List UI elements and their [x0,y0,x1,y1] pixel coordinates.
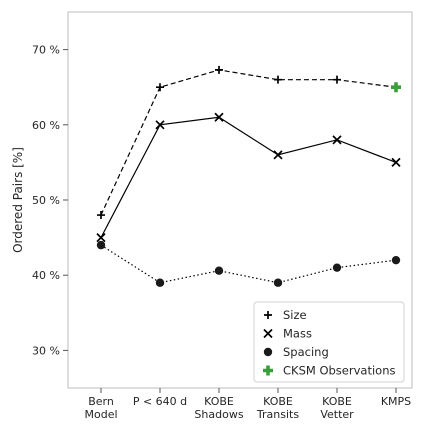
y-tick-label: 60 % [32,119,60,132]
legend-marker [263,347,273,357]
x-tick-label: KOBE Shadows [194,395,243,421]
series-layer [96,65,401,287]
data-point-size [156,83,164,92]
data-point-spacing [391,255,401,265]
x-tick-label-line: KOBE [322,395,352,408]
x-tick-label-line: Model [84,408,117,421]
x-tick-label-line: Vetter [320,408,354,421]
data-point-spacing [96,240,106,250]
x-tick-label-line: KMPS [381,395,411,408]
data-point-mass [214,112,224,122]
data-point-spacing [273,278,283,287]
y-tick-label: 70 % [32,44,60,57]
y-axis-label: Ordered Pairs [%] [11,147,25,253]
x-tick-label-line: P < 640 d [133,395,187,408]
x-tick-label: KOBE Transits [256,395,299,421]
y-tick-label: 50 % [32,194,60,207]
data-point-mass [391,157,401,168]
legend-label: Mass [283,327,312,341]
data-point-size [333,75,341,84]
data-point-observation [391,82,401,93]
series-line-size [100,69,397,216]
x-tick-label-line: Transits [256,408,299,421]
legend-label: CKSM Observations [283,364,395,378]
x-tick-label-line: Bern [88,395,114,408]
legend-marker [263,365,273,376]
legend-marker [263,328,273,339]
x-tick-label-line: KOBE [204,395,234,408]
legend-label: Spacing [283,345,329,359]
legend-box [253,301,405,383]
x-tick-label-line: Shadows [194,408,243,421]
data-point-spacing [155,278,165,287]
x-tick-label: KMPS [381,395,411,408]
y-axis-ticks: 30 % 40 % 50 % 60 % 70 % [32,44,68,357]
data-point-mass [332,135,342,145]
data-point-size [97,211,105,220]
legend-label: Size [283,308,307,322]
series-line-mass [100,116,397,238]
x-tick-label: KOBE Vetter [320,395,354,421]
data-point-size [274,75,282,84]
data-point-mass [96,232,106,243]
data-point-spacing [214,266,224,275]
data-point-mass [155,120,165,130]
y-tick-label: 40 % [32,269,60,282]
legend: Size Mass Spacing CKSM Observations [253,301,405,383]
legend-marker [264,311,272,319]
data-point-spacing [332,263,342,272]
x-tick-label-line: KOBE [263,395,293,408]
series-line-spacing [100,244,397,284]
data-point-mass [273,150,283,160]
y-tick-label: 30 % [32,344,60,357]
data-point-size [215,65,223,74]
x-tick-label: P < 640 d [133,395,187,408]
x-tick-label: Bern Model [84,395,117,421]
